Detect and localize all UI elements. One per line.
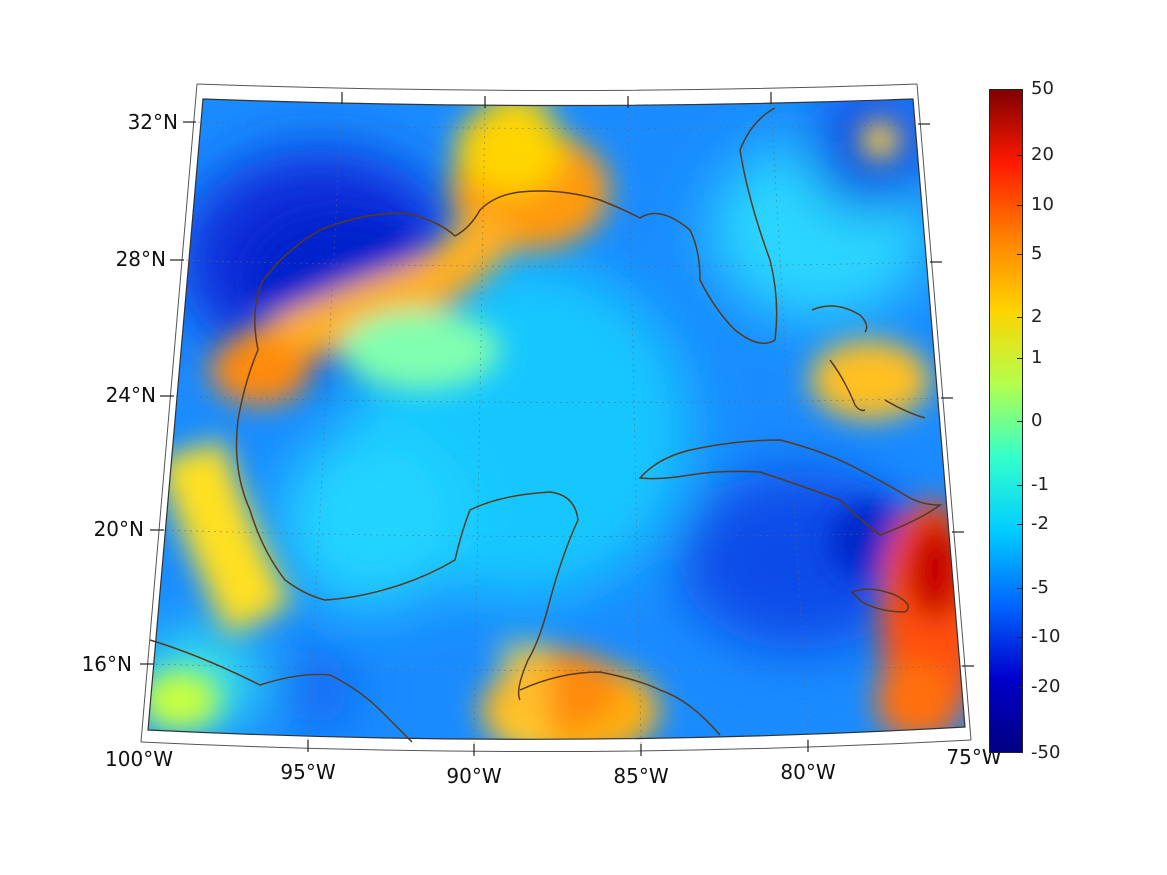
lon-label-80w: 80°W: [780, 760, 836, 784]
frame-outer-top: [196, 83, 918, 91]
lon-label-95w: 95°W: [280, 760, 336, 784]
lat-label-20n: 20°N: [93, 517, 144, 541]
colorbar-tick-10: 10: [1031, 194, 1054, 215]
lon-label-85w: 85°W: [613, 764, 669, 788]
colorbar-tick-1: 1: [1031, 347, 1043, 368]
axis-ticks: [140, 92, 974, 756]
lon-label-100w: 100°W: [105, 747, 173, 771]
colorbar-tick-5: 5: [1031, 243, 1043, 264]
coastlines: [149, 107, 943, 743]
data-field: [148, 99, 965, 740]
colorbar-tick-neg10: -10: [1031, 626, 1061, 647]
colorbar-tick-neg50: -50: [1031, 742, 1061, 763]
colorbar-tick-neg1: -1: [1031, 474, 1049, 495]
colorbar-tick-0: 0: [1031, 410, 1043, 431]
colorbar-tick-50: 50: [1031, 78, 1054, 99]
lon-label-90w: 90°W: [446, 764, 502, 788]
graticule: [149, 102, 969, 745]
colorbar-tick-neg20: -20: [1031, 676, 1061, 697]
map-frame: [147, 98, 966, 740]
colorbar-tick-neg5: -5: [1031, 577, 1049, 598]
colorbar-tick-2: 2: [1031, 306, 1043, 327]
frame-outer-bottom: [140, 739, 972, 753]
colorbar-tick-20: 20: [1031, 144, 1054, 165]
lat-label-28n: 28°N: [115, 247, 166, 271]
lat-label-32n: 32°N: [127, 110, 178, 134]
colorbar-tick-neg2: -2: [1031, 513, 1049, 534]
lat-label-16n: 16°N: [81, 652, 132, 676]
lat-label-24n: 24°N: [105, 383, 156, 407]
